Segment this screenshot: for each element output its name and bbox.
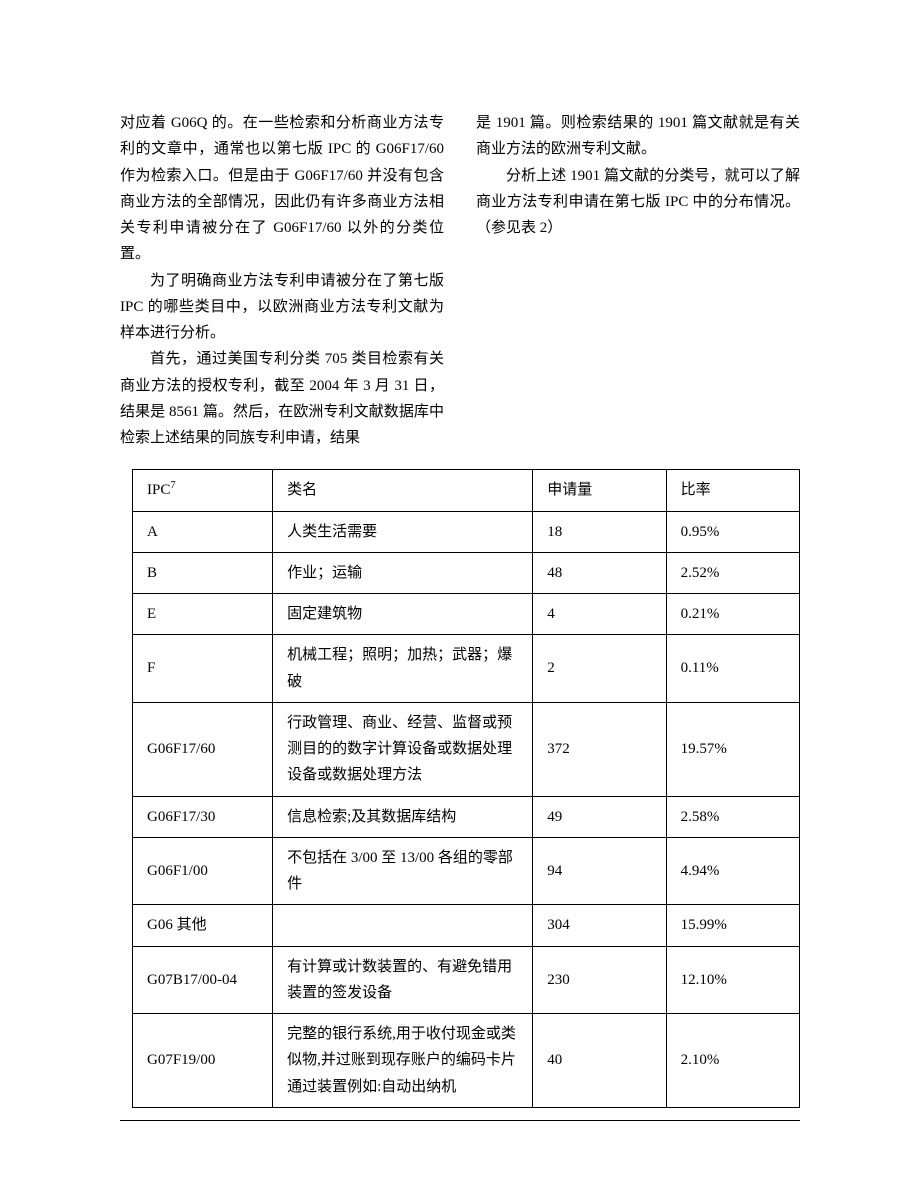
cell-name: 作业；运输 (273, 552, 533, 593)
cell-name: 完整的银行系统,用于收付现金或类似物,并过账到现存账户的编码卡片通过装置例如:自… (273, 1014, 533, 1108)
cell-count: 18 (533, 511, 666, 552)
table-row: A 人类生活需要 18 0.95% (133, 511, 800, 552)
table-header-row: IPC7 类名 申请量 比率 (133, 470, 800, 511)
cell-count: 49 (533, 796, 666, 837)
cell-name: 行政管理、商业、经营、监督或预测目的的数字计算设备或数据处理设备或数据处理方法 (273, 702, 533, 796)
cell-rate: 15.99% (666, 905, 799, 946)
cell-rate: 19.57% (666, 702, 799, 796)
cell-rate: 2.10% (666, 1014, 799, 1108)
left-paragraph-1: 对应着 G06Q 的。在一些检索和分析商业方法专利的文章中，通常也以第七版 IP… (120, 110, 444, 268)
cell-count: 372 (533, 702, 666, 796)
table-row: G07F19/00 完整的银行系统,用于收付现金或类似物,并过账到现存账户的编码… (133, 1014, 800, 1108)
document-page: 对应着 G06Q 的。在一些检索和分析商业方法专利的文章中，通常也以第七版 IP… (0, 0, 920, 1191)
left-paragraph-3: 首先，通过美国专利分类 705 类目检索有关商业方法的授权专利，截至 2004 … (120, 346, 444, 451)
right-paragraph-2: 分析上述 1901 篇文献的分类号，就可以了解商业方法专利申请在第七版 IPC … (476, 163, 800, 242)
cell-rate: 2.58% (666, 796, 799, 837)
ipc-distribution-table-wrap: IPC7 类名 申请量 比率 A 人类生活需要 18 0.95% B 作业；运输 (132, 469, 800, 1108)
cell-count: 94 (533, 837, 666, 905)
cell-name (273, 905, 533, 946)
col-header-ipc: IPC7 (133, 470, 273, 511)
cell-count: 304 (533, 905, 666, 946)
cell-ipc: G06F17/30 (133, 796, 273, 837)
table-row: B 作业；运输 48 2.52% (133, 552, 800, 593)
table-row: G07B17/00-04 有计算或计数装置的、有避免错用装置的签发设备 230 … (133, 946, 800, 1014)
table-row: E 固定建筑物 4 0.21% (133, 594, 800, 635)
cell-rate: 0.95% (666, 511, 799, 552)
table-row: G06F17/60 行政管理、商业、经营、监督或预测目的的数字计算设备或数据处理… (133, 702, 800, 796)
cell-count: 48 (533, 552, 666, 593)
left-column: 对应着 G06Q 的。在一些检索和分析商业方法专利的文章中，通常也以第七版 IP… (120, 110, 444, 451)
cell-ipc: E (133, 594, 273, 635)
cell-ipc: B (133, 552, 273, 593)
cell-name: 机械工程；照明；加热；武器；爆破 (273, 635, 533, 703)
cell-ipc: G07B17/00-04 (133, 946, 273, 1014)
col-header-name: 类名 (273, 470, 533, 511)
cell-name: 信息检索;及其数据库结构 (273, 796, 533, 837)
cell-ipc: G07F19/00 (133, 1014, 273, 1108)
cell-count: 230 (533, 946, 666, 1014)
col-header-ipc-sup: 7 (170, 480, 175, 491)
footer-rule (120, 1120, 800, 1121)
cell-ipc: G06F17/60 (133, 702, 273, 796)
left-paragraph-2: 为了明确商业方法专利申请被分在了第七版 IPC 的哪些类目中，以欧洲商业方法专利… (120, 268, 444, 347)
table-row: G06 其他 304 15.99% (133, 905, 800, 946)
cell-ipc: F (133, 635, 273, 703)
cell-rate: 0.11% (666, 635, 799, 703)
cell-count: 40 (533, 1014, 666, 1108)
cell-rate: 2.52% (666, 552, 799, 593)
right-paragraph-1: 是 1901 篇。则检索结果的 1901 篇文献就是有关商业方法的欧洲专利文献。 (476, 110, 800, 163)
cell-rate: 0.21% (666, 594, 799, 635)
table-body: A 人类生活需要 18 0.95% B 作业；运输 48 2.52% E 固定建… (133, 511, 800, 1107)
cell-count: 2 (533, 635, 666, 703)
cell-rate: 4.94% (666, 837, 799, 905)
cell-ipc: A (133, 511, 273, 552)
cell-ipc: G06F1/00 (133, 837, 273, 905)
col-header-count: 申请量 (533, 470, 666, 511)
cell-name: 不包括在 3/00 至 13/00 各组的零部件 (273, 837, 533, 905)
col-header-ipc-text: IPC (147, 482, 170, 498)
table-row: F 机械工程；照明；加热；武器；爆破 2 0.11% (133, 635, 800, 703)
ipc-distribution-table: IPC7 类名 申请量 比率 A 人类生活需要 18 0.95% B 作业；运输 (132, 469, 800, 1108)
cell-rate: 12.10% (666, 946, 799, 1014)
cell-name: 固定建筑物 (273, 594, 533, 635)
cell-name: 人类生活需要 (273, 511, 533, 552)
two-column-text: 对应着 G06Q 的。在一些检索和分析商业方法专利的文章中，通常也以第七版 IP… (120, 110, 800, 451)
table-row: G06F17/30 信息检索;及其数据库结构 49 2.58% (133, 796, 800, 837)
col-header-rate: 比率 (666, 470, 799, 511)
cell-ipc: G06 其他 (133, 905, 273, 946)
cell-count: 4 (533, 594, 666, 635)
table-row: G06F1/00 不包括在 3/00 至 13/00 各组的零部件 94 4.9… (133, 837, 800, 905)
cell-name: 有计算或计数装置的、有避免错用装置的签发设备 (273, 946, 533, 1014)
right-column: 是 1901 篇。则检索结果的 1901 篇文献就是有关商业方法的欧洲专利文献。… (476, 110, 800, 451)
